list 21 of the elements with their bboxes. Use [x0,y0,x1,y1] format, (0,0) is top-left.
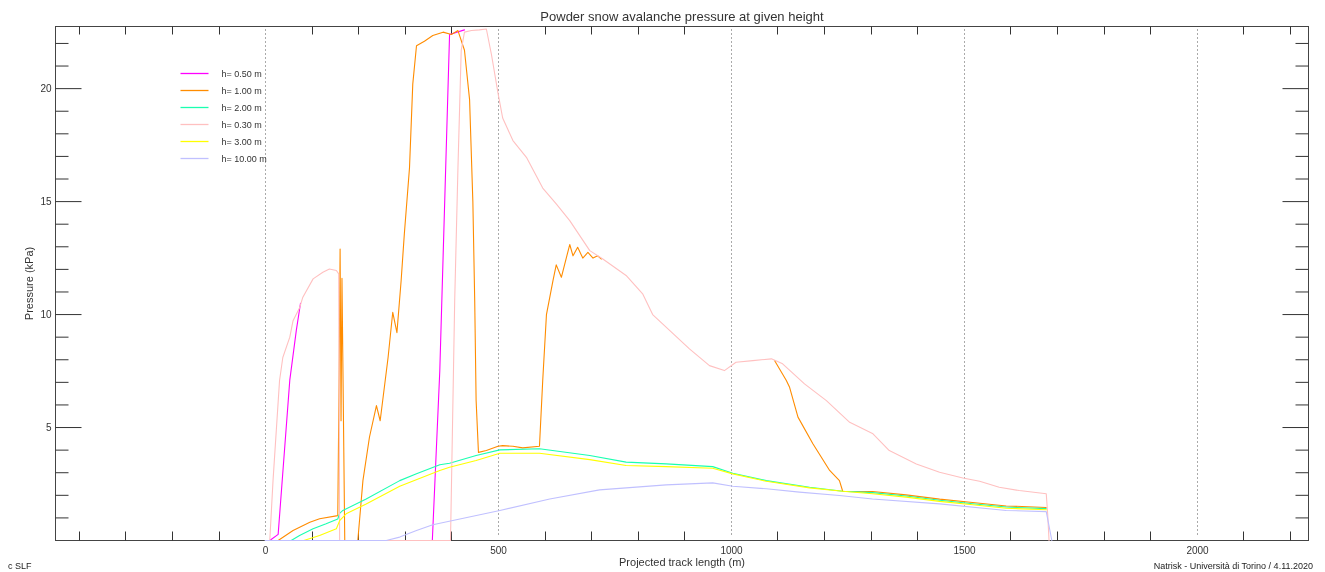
x-tick-label: 2000 [1186,545,1210,556]
legend-label: h= 0.50 m [221,68,262,79]
line-series [264,482,1053,542]
y-tick-label: 20 [40,83,52,95]
legend-label: h= 1.00 m [221,85,262,96]
legend-label: h= 10.00 m [221,153,267,164]
y-tick-label: 5 [45,422,52,434]
y-tick-label: 10 [40,309,52,321]
text: c SLF [8,561,33,571]
x-tick-label: 500 [490,545,508,556]
y-tick-label: 15 [40,196,52,208]
x-axis-title: Projected track length (m) [619,556,745,568]
legend-label: h= 2.00 m [221,102,262,113]
text: Natrisk - Università di Torino / 4.11.2020 [1153,561,1313,571]
x-tick-label: 0 [262,545,269,556]
x-tick-label: 1000 [720,545,744,556]
y-axis-title: Pressure (kPa) [23,246,35,321]
x-tick-label: 1500 [953,545,977,556]
chart-title: Powder snow avalanche pressure at given height [540,9,825,24]
legend-label: h= 3.00 m [221,136,262,147]
legend-label: h= 0.30 m [221,119,262,130]
